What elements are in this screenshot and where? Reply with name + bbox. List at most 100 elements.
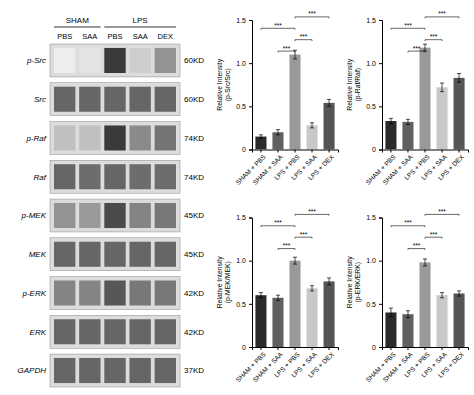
y-tick: 1.0: [236, 60, 252, 67]
y-tick-mark: [379, 261, 382, 262]
y-tick: 1.5: [366, 17, 382, 24]
error-bar: [423, 44, 427, 51]
x-tick: SHAM + SAA: [251, 347, 284, 383]
significance-label: ***: [274, 219, 282, 226]
blot-band: [104, 125, 125, 150]
row-label: p-MEK: [21, 211, 47, 220]
bar: [402, 314, 413, 347]
row-label-right: 74KD: [184, 134, 204, 143]
y-axis: 0 0.5 1.0 1.5: [236, 17, 252, 153]
blot-band: [79, 242, 100, 267]
y-tick-mark: [379, 347, 382, 348]
bar-chart: 00.51.01.5SHAM + PBSSHAM + SAALPS + PBSL…: [346, 10, 469, 185]
blot-band: [155, 164, 176, 189]
row-label-right: 37KD: [184, 366, 204, 375]
blot-band: [155, 319, 176, 344]
y-tick: 1.5: [236, 17, 252, 24]
significance-label: ***: [404, 219, 412, 226]
blot-band: [79, 280, 100, 305]
x-tick-mark: [312, 150, 313, 153]
blot-band: [54, 164, 75, 189]
y-tick-label: 1.5: [236, 214, 246, 221]
y-tick-label: 0: [242, 344, 246, 351]
error-bar: [389, 118, 393, 123]
group-line: [54, 27, 101, 28]
y-tick-label: 0: [242, 146, 246, 153]
y-axis-label: Relative Intensity(p-Src/Src): [216, 58, 232, 110]
y-axis-label: Relative Intensity(p-ERK/ERK): [346, 256, 362, 308]
significance-label: ***: [300, 231, 308, 238]
x-tick: SHAM + SAA: [381, 347, 414, 383]
blot-row-background: [50, 83, 180, 116]
significance-label: ***: [283, 45, 291, 52]
y-tick-mark: [379, 218, 382, 219]
significance-label: ***: [300, 33, 308, 40]
y-tick-mark: [379, 63, 382, 64]
x-tick-mark: [442, 150, 443, 153]
group-label: SHAM: [66, 16, 89, 25]
blot-band: [104, 87, 125, 112]
error-bar: [259, 293, 263, 298]
significance-label: ***: [413, 242, 421, 249]
error-bar: [310, 123, 314, 128]
x-axis: SHAM + PBSSHAM + SAALPS + PBSLPS + SAALP…: [234, 150, 338, 186]
blot-band: [129, 280, 150, 305]
significance-label: ***: [274, 22, 282, 29]
y-tick-mark: [249, 106, 252, 107]
y-tick-label: 0: [372, 344, 376, 351]
significance-label: ***: [283, 242, 291, 249]
column-label: PBS: [107, 32, 122, 41]
x-axis: SHAM + PBSSHAM + SAALPS + PBSLPS + SAALP…: [364, 150, 468, 186]
y-tick-label: 0.5: [366, 301, 376, 308]
axis-line: [379, 21, 383, 151]
row-label-right: 60KD: [184, 56, 204, 65]
row-label-right: 74KD: [184, 173, 204, 182]
error-bar: [276, 295, 280, 300]
x-tick-mark: [425, 347, 426, 350]
y-tick-mark: [249, 347, 252, 348]
y-tick-label: 1.0: [366, 257, 376, 264]
x-tick-mark: [407, 150, 408, 153]
blot-band: [54, 280, 75, 305]
bar-chart: 0 0.5 1.0 1.5 SHAM + PBSSHAM + SAALPS + PBSL…: [216, 10, 339, 185]
x-tick-mark: [260, 150, 261, 153]
error-bar: [310, 286, 314, 291]
plot-area: [255, 50, 334, 149]
x-tick-mark: [260, 347, 261, 350]
row-label: p-Src: [26, 56, 46, 65]
blot-band: [79, 48, 100, 73]
x-tick-mark: [277, 150, 278, 153]
y-tick-label: 0.5: [366, 103, 376, 110]
significance-label: ***: [413, 45, 421, 52]
blot-band: [54, 87, 75, 112]
row-label: Src: [34, 95, 46, 104]
bar: [255, 295, 266, 347]
y-tick-mark: [249, 304, 252, 305]
row-label-right: 42KD: [184, 289, 204, 298]
row-label: ERK: [30, 328, 47, 337]
y-tick: 0.5: [236, 103, 252, 110]
y-tick-mark: [379, 20, 382, 21]
blot-band: [104, 48, 125, 73]
y-tick: 1.5: [236, 214, 252, 221]
blot-band: [79, 87, 100, 112]
x-tick: LPS + DEX: [437, 347, 466, 379]
blot-band: [104, 280, 125, 305]
bar: [324, 103, 335, 150]
error-bar: [406, 311, 410, 318]
bar: [306, 288, 317, 347]
blot-band: [129, 125, 150, 150]
error-bar: [259, 135, 263, 138]
plot-area: [385, 259, 464, 347]
bar: [306, 125, 317, 149]
column-label: SAA: [82, 32, 97, 41]
error-bar: [457, 74, 461, 83]
axis-line: [383, 348, 469, 351]
error-bar: [293, 257, 297, 264]
y-tick: 0.5: [366, 301, 382, 308]
x-tick-label: LPS + DEX: [437, 350, 466, 379]
significance-label: ***: [430, 231, 438, 238]
y-tick-mark: [379, 150, 382, 151]
blot-row-background: [50, 315, 180, 348]
axis-line: [249, 218, 253, 348]
